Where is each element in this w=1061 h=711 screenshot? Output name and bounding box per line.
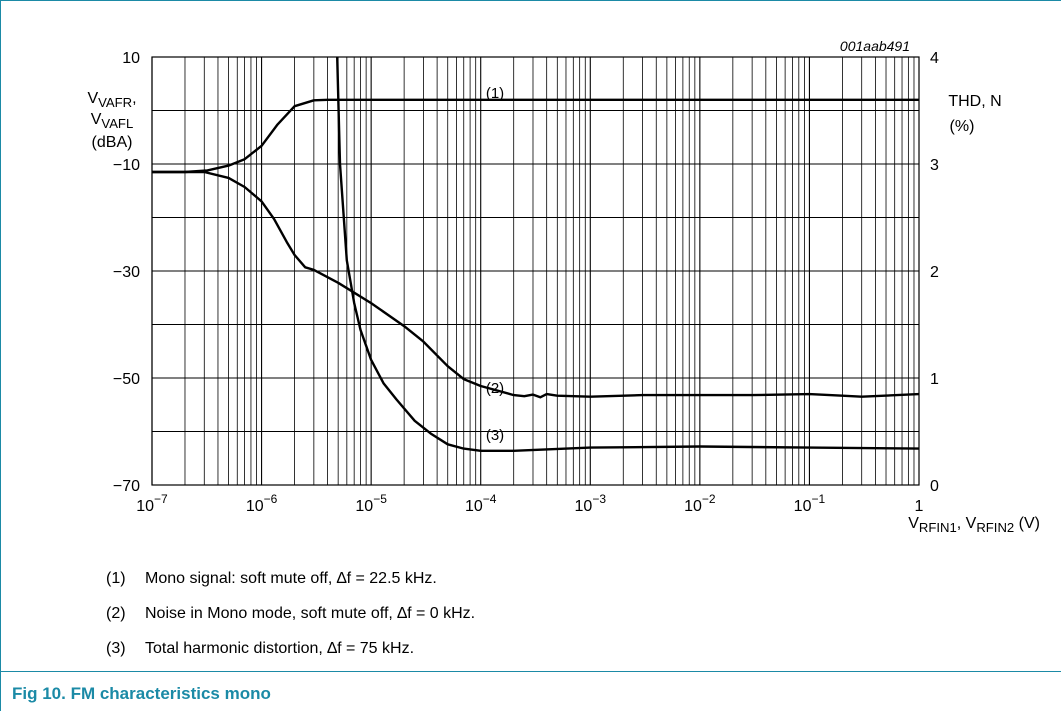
y-axis-title-line-2: VVAFL [91, 111, 133, 131]
note-1-number: (1) [106, 570, 126, 587]
series-line-3 [336, 56, 920, 452]
series-line-2 [152, 170, 920, 399]
figure-code: 001aab491 [840, 38, 910, 54]
y2-tick-label: 3 [930, 157, 939, 174]
y2-axis-title-line-1: THD, N [948, 93, 1001, 110]
y-axis-title-line-3: (dBA) [92, 134, 133, 151]
note-2-number: (2) [106, 605, 126, 622]
y-tick-label: −70 [113, 478, 140, 495]
note-2-text: Noise in Mono mode, soft mute off, ∆f = … [145, 605, 476, 622]
curve-annotation-2: (2) [486, 380, 504, 397]
note-1-text: Mono signal: soft mute off, ∆f = 22.5 kH… [145, 570, 437, 587]
y2-tick-label: 1 [930, 371, 939, 388]
x-axis-title: VRFIN1, VRFIN2 (V) [908, 515, 1040, 535]
y-tick-label: −50 [113, 371, 140, 388]
curve-annotation-1: (1) [486, 85, 504, 102]
caption-divider [0, 671, 1061, 672]
y2-tick-label: 0 [930, 478, 939, 495]
y-tick-label: 10 [122, 50, 140, 67]
x-tick-label: 10−4 [465, 492, 497, 515]
y2-axis-title-line-2: (%) [950, 118, 975, 135]
y2-tick-label: 4 [930, 50, 939, 67]
x-tick-label: 10−1 [794, 492, 826, 515]
note-3-text: Total harmonic distortion, ∆f = 75 kHz. [145, 640, 415, 657]
x-tick-label: 10−3 [575, 492, 607, 515]
y-axis-title-line-1: VVAFR, [87, 90, 136, 110]
series-line-1 [152, 98, 919, 174]
figure-caption: Fig 10. FM characteristics mono [12, 684, 271, 703]
y-tick-label: −30 [113, 264, 140, 281]
y2-tick-label: 2 [930, 264, 939, 281]
note-3-number: (3) [106, 640, 126, 657]
x-tick-label: 10−7 [136, 492, 168, 515]
x-tick-label: 10−6 [246, 492, 278, 515]
plot-frame [151, 56, 920, 486]
curve-annotation-3: (3) [486, 427, 504, 444]
x-tick-label: 10−5 [355, 492, 387, 515]
y-tick-label: −10 [113, 157, 140, 174]
x-tick-label: 1 [915, 498, 924, 515]
x-tick-label: 10−2 [684, 492, 716, 515]
